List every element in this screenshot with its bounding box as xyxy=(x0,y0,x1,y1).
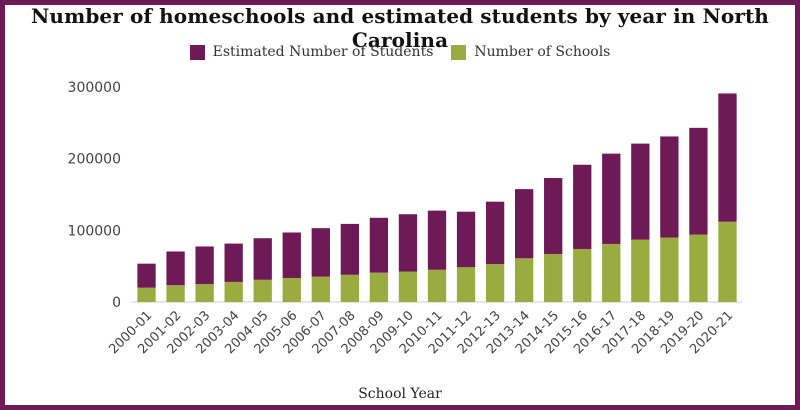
bar-schools xyxy=(602,243,621,302)
bar-schools xyxy=(195,284,214,302)
bar-schools xyxy=(689,234,708,302)
y-tick-label: 100000 xyxy=(68,223,121,239)
bar-schools xyxy=(340,274,360,302)
bar-schools xyxy=(485,264,505,302)
legend-item-students[interactable]: Estimated Number of Students xyxy=(189,44,434,60)
bar-schools xyxy=(544,253,563,302)
bar-students xyxy=(718,93,737,222)
bar-schools xyxy=(137,287,156,302)
bar-students xyxy=(137,263,156,288)
bar-students xyxy=(340,223,360,275)
bar-students xyxy=(369,217,389,273)
bar-students xyxy=(427,210,447,270)
bar-schools xyxy=(166,285,185,302)
y-tick-label: 300000 xyxy=(68,80,121,96)
bar-schools xyxy=(398,271,418,302)
bar-students xyxy=(398,214,418,272)
bar-students xyxy=(573,164,592,249)
bar-students xyxy=(311,228,330,277)
legend-label-students: Estimated Number of Students xyxy=(212,44,434,60)
chart-title: Number of homeschools and estimated stud… xyxy=(31,4,769,52)
bar-schools xyxy=(456,267,476,302)
x-axis-title: School Year xyxy=(358,386,442,402)
bar-schools xyxy=(369,272,389,302)
bar-students xyxy=(631,143,650,240)
bar-students xyxy=(166,251,185,286)
bar-schools xyxy=(573,248,592,302)
bar-students xyxy=(660,136,679,238)
bar-schools xyxy=(253,279,272,302)
chart-legend: Estimated Number of Students Number of S… xyxy=(0,44,800,60)
legend-item-schools[interactable]: Number of Schools xyxy=(451,44,610,60)
bar-schools xyxy=(427,269,447,302)
bar-students xyxy=(282,232,301,278)
bar-students xyxy=(195,246,214,285)
bar-students xyxy=(253,238,272,280)
bar-schools xyxy=(660,237,679,302)
bar-schools xyxy=(311,276,330,302)
bar-students xyxy=(485,201,505,265)
bar-schools xyxy=(224,281,243,302)
bar-students xyxy=(224,243,243,282)
bar-students xyxy=(689,127,708,235)
bar-students xyxy=(514,189,534,259)
y-tick-label: 200000 xyxy=(68,152,121,168)
legend-swatch-students xyxy=(189,44,205,60)
bar-schools xyxy=(514,258,534,302)
bar-students xyxy=(456,211,476,268)
bar-students xyxy=(544,178,563,254)
bar-schools xyxy=(282,277,301,302)
legend-swatch-schools xyxy=(451,44,467,60)
bar-schools xyxy=(718,221,737,302)
bar-schools xyxy=(631,239,650,302)
bar-students xyxy=(602,153,621,244)
legend-label-schools: Number of Schools xyxy=(474,44,611,60)
y-tick-label: 0 xyxy=(112,295,121,311)
